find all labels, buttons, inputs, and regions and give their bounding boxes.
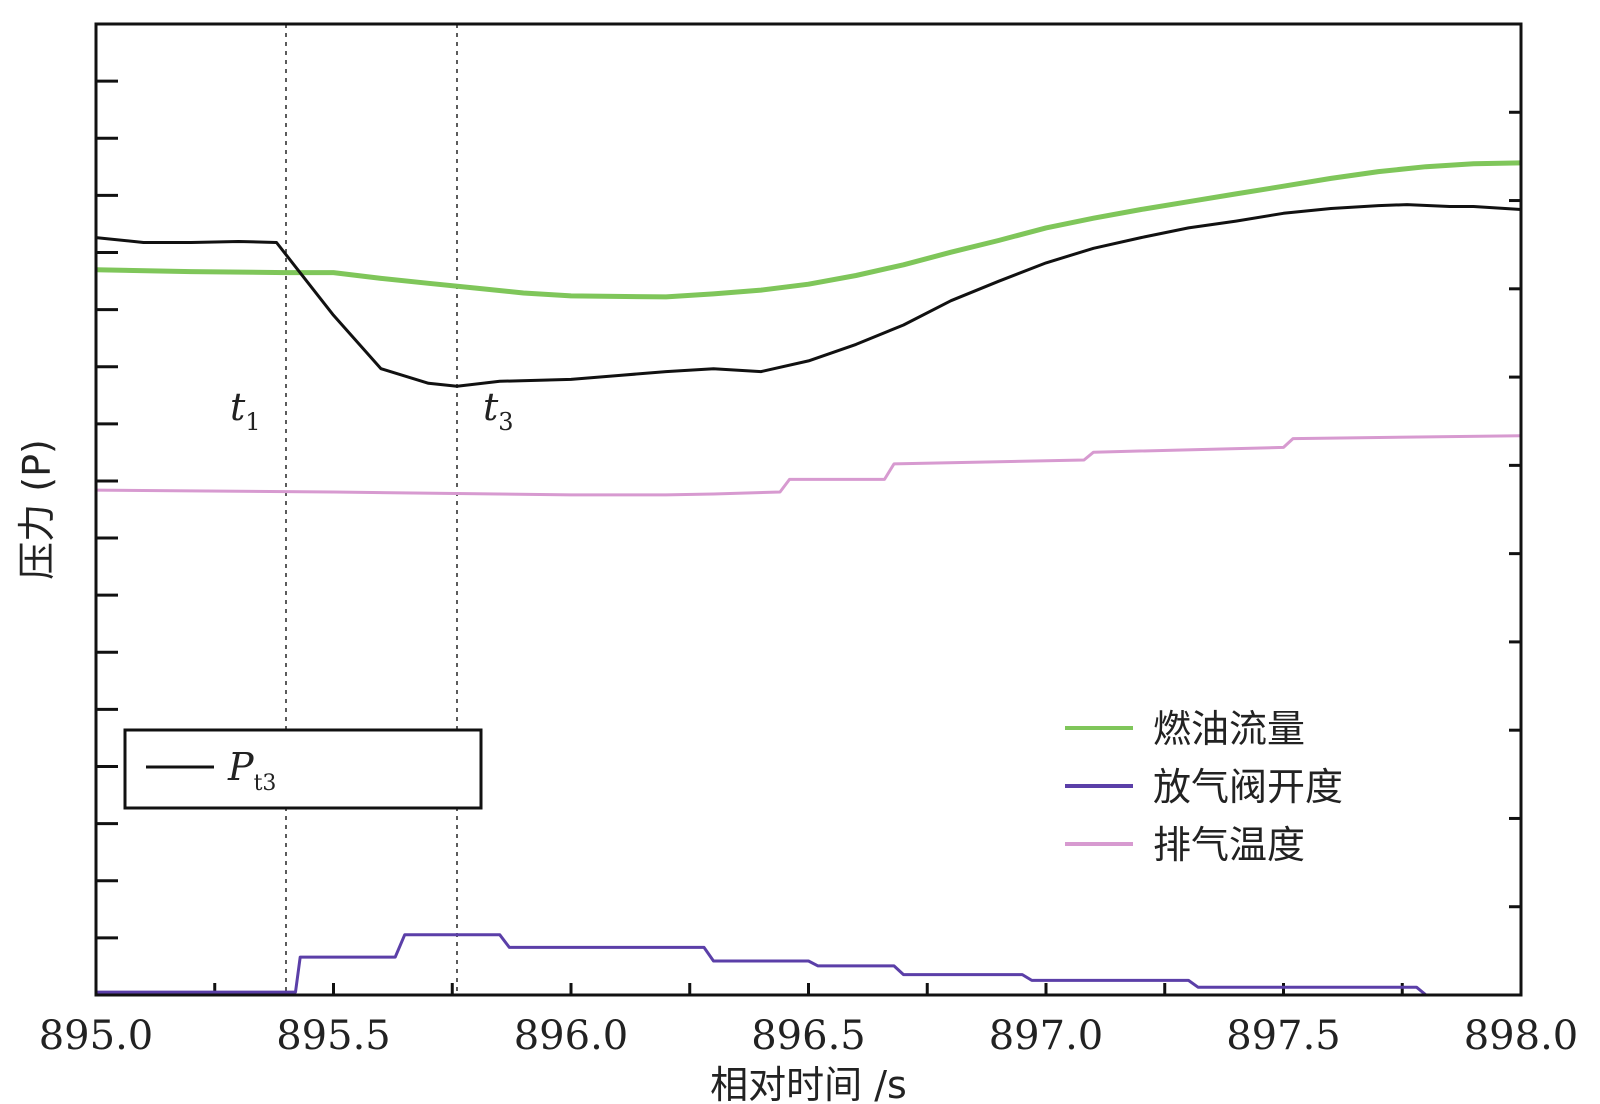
x-tick-label: 895.0 xyxy=(39,1013,154,1059)
x-tick-label: 897.5 xyxy=(1226,1013,1341,1059)
legend-label: 放气阀开度 xyxy=(1153,765,1343,809)
marker-label: t3 xyxy=(483,385,514,436)
y-axis-title: 压力 (P) xyxy=(15,439,59,580)
x-tick-label: 897.0 xyxy=(989,1013,1104,1059)
series-line xyxy=(95,203,1522,388)
inset-legend: Pt3 xyxy=(123,728,483,810)
series-line xyxy=(95,434,1522,497)
marker-label-sub: 3 xyxy=(498,408,513,436)
inset-legend-box xyxy=(123,728,483,810)
x-tick-label: 896.5 xyxy=(751,1013,866,1059)
x-axis-title: 相对时间 /s xyxy=(710,1063,907,1104)
marker-label: t1 xyxy=(230,385,261,436)
inset-legend-label-main: P xyxy=(227,745,255,789)
x-tick-label: 895.5 xyxy=(276,1013,391,1059)
x-tick-labels: 895.0 895.5 896.0 896.5 897.0 897.5 898.0 xyxy=(39,1013,1579,1059)
x-tick-label: 896.0 xyxy=(514,1013,629,1059)
marker-label-sub: 1 xyxy=(245,408,260,436)
legend-label: 燃油流量 xyxy=(1153,707,1305,751)
series-line xyxy=(95,160,1522,300)
marker-lines xyxy=(285,24,458,995)
inset-legend-label: Pt3 xyxy=(227,745,276,796)
marker-label-main: t xyxy=(483,385,499,429)
legend-label: 排气温度 xyxy=(1153,823,1305,867)
marker-label-main: t xyxy=(230,385,246,429)
marker-labels: t1 t3 xyxy=(230,385,514,436)
series-layer xyxy=(95,160,1522,997)
plot-frame xyxy=(94,22,1523,997)
series-line xyxy=(96,933,1521,997)
tick-marks xyxy=(96,79,1521,995)
x-tick-label: 898.0 xyxy=(1464,1013,1579,1059)
inset-legend-label-sub: t3 xyxy=(254,771,277,796)
